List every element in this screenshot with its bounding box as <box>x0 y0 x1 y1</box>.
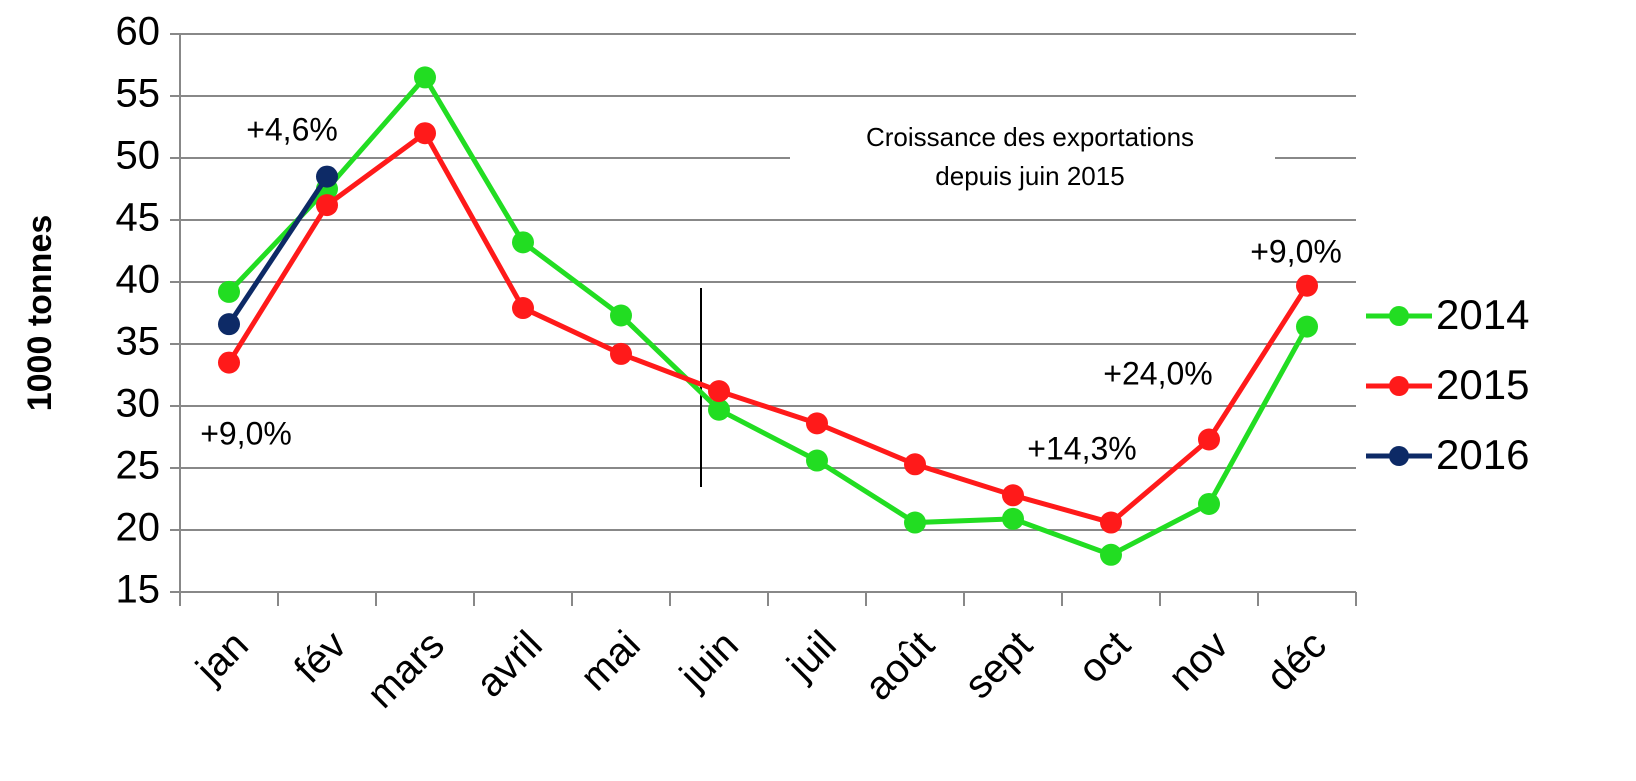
point <box>512 231 534 254</box>
y-tick-label: 60 <box>116 10 161 54</box>
point <box>1296 274 1318 297</box>
annotation: +9,0% <box>1250 233 1342 269</box>
x-tick-label: juil <box>778 623 844 689</box>
point <box>1198 428 1220 451</box>
series-line <box>226 175 330 326</box>
annotation: +24,0% <box>1103 355 1212 391</box>
point <box>218 351 240 374</box>
y-tick-label: 15 <box>116 568 161 612</box>
point <box>512 297 534 320</box>
note: Croissance des exportations <box>866 122 1194 152</box>
point <box>316 194 338 217</box>
point <box>316 165 338 188</box>
y-tick-label: 30 <box>116 382 161 426</box>
y-tick-label: 50 <box>116 134 161 178</box>
legend-marker <box>1389 306 1409 326</box>
annotation: +4,6% <box>246 111 338 147</box>
x-tick-label: oct <box>1070 623 1139 692</box>
point <box>708 380 730 403</box>
point <box>1100 511 1122 534</box>
x-tick-label: fév <box>286 623 355 692</box>
y-tick-label: 20 <box>116 506 161 550</box>
x-tick-label: nov <box>1160 623 1237 700</box>
point <box>610 304 632 327</box>
x-tick-label: avril <box>468 623 551 706</box>
point <box>1296 315 1318 338</box>
x-tick-label: juin <box>671 623 747 699</box>
x-tick-label: mars <box>359 623 453 717</box>
legend-marker <box>1389 446 1409 466</box>
series-line <box>227 73 1310 558</box>
x-tick-label: mai <box>572 623 649 700</box>
point <box>218 280 240 303</box>
point <box>904 511 926 534</box>
point <box>904 453 926 476</box>
legend-label: 2015 <box>1436 361 1529 408</box>
point <box>1002 507 1024 530</box>
series-line <box>226 129 1310 526</box>
point <box>414 66 436 89</box>
x-tick-label: déc <box>1258 623 1335 700</box>
y-tick-label: 35 <box>116 320 161 364</box>
x-tick-label: août <box>857 623 943 709</box>
x-tick-label: sept <box>956 623 1041 708</box>
y-tick-label: 40 <box>116 258 161 302</box>
y-tick-label: 25 <box>116 444 161 488</box>
annotation: +9,0% <box>200 415 292 451</box>
point <box>806 412 828 435</box>
point <box>1100 543 1122 566</box>
annotation: +14,3% <box>1027 430 1136 466</box>
point <box>1002 484 1024 507</box>
y-tick-label: 45 <box>116 196 161 240</box>
note: depuis juin 2015 <box>935 161 1124 191</box>
point <box>414 122 436 145</box>
y-axis-label: 1000 tonnes <box>21 215 59 412</box>
note-background <box>790 115 1275 205</box>
point <box>1198 492 1220 515</box>
point <box>806 449 828 472</box>
point <box>708 398 730 421</box>
point <box>610 342 632 365</box>
legend-label: 2014 <box>1436 291 1529 338</box>
legend-marker <box>1389 376 1409 396</box>
x-tick-label: jan <box>187 623 257 693</box>
legend-label: 2016 <box>1436 431 1529 478</box>
point <box>218 313 240 336</box>
y-tick-label: 55 <box>116 72 161 116</box>
